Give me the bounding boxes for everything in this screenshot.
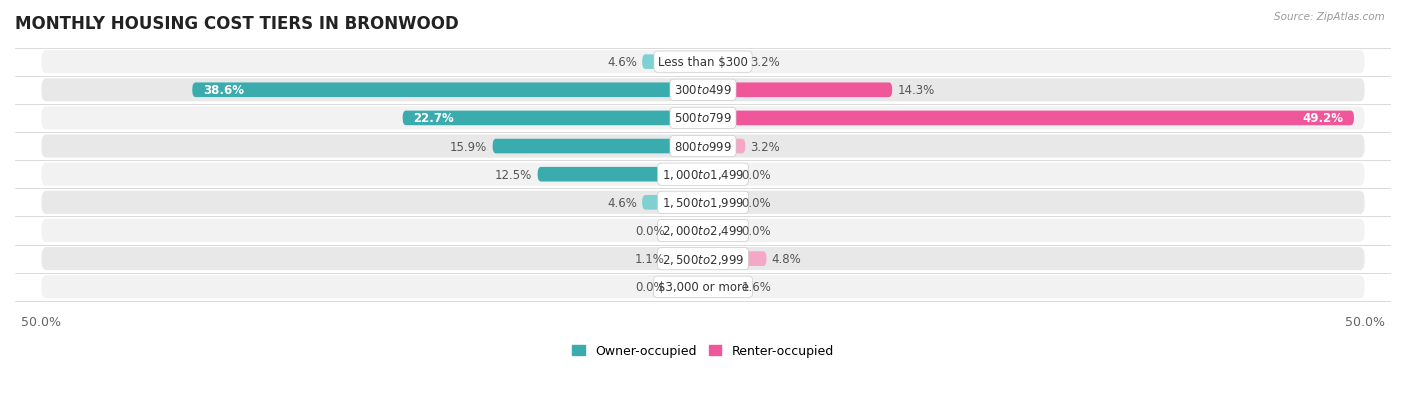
Text: $1,500 to $1,999: $1,500 to $1,999 <box>662 196 744 210</box>
Text: $2,500 to $2,999: $2,500 to $2,999 <box>662 252 744 266</box>
Text: 0.0%: 0.0% <box>741 168 770 181</box>
FancyBboxPatch shape <box>193 83 703 98</box>
Text: 12.5%: 12.5% <box>495 168 533 181</box>
FancyBboxPatch shape <box>703 252 766 266</box>
Text: 14.3%: 14.3% <box>897 84 935 97</box>
Text: 49.2%: 49.2% <box>1302 112 1343 125</box>
Text: 1.6%: 1.6% <box>741 280 772 294</box>
Text: 38.6%: 38.6% <box>202 84 243 97</box>
Text: 3.2%: 3.2% <box>751 140 780 153</box>
FancyBboxPatch shape <box>492 140 703 154</box>
FancyBboxPatch shape <box>41 79 1365 102</box>
Text: $2,000 to $2,499: $2,000 to $2,499 <box>662 224 744 238</box>
Text: 4.6%: 4.6% <box>607 196 637 209</box>
FancyBboxPatch shape <box>703 223 737 238</box>
FancyBboxPatch shape <box>669 280 703 294</box>
Text: 0.0%: 0.0% <box>741 196 770 209</box>
FancyBboxPatch shape <box>703 195 737 210</box>
FancyBboxPatch shape <box>703 55 745 70</box>
Text: MONTHLY HOUSING COST TIERS IN BRONWOOD: MONTHLY HOUSING COST TIERS IN BRONWOOD <box>15 15 458 33</box>
FancyBboxPatch shape <box>41 247 1365 271</box>
FancyBboxPatch shape <box>703 112 1354 126</box>
FancyBboxPatch shape <box>41 219 1365 242</box>
Text: $500 to $799: $500 to $799 <box>673 112 733 125</box>
FancyBboxPatch shape <box>703 140 745 154</box>
Text: 0.0%: 0.0% <box>636 280 665 294</box>
Text: 0.0%: 0.0% <box>741 224 770 237</box>
FancyBboxPatch shape <box>41 135 1365 158</box>
Text: 0.0%: 0.0% <box>636 224 665 237</box>
Text: 1.1%: 1.1% <box>634 252 665 266</box>
Legend: Owner-occupied, Renter-occupied: Owner-occupied, Renter-occupied <box>568 339 838 363</box>
FancyBboxPatch shape <box>41 51 1365 74</box>
Text: Less than $300: Less than $300 <box>658 56 748 69</box>
Text: 4.6%: 4.6% <box>607 56 637 69</box>
FancyBboxPatch shape <box>703 168 737 182</box>
FancyBboxPatch shape <box>402 112 703 126</box>
Text: $1,000 to $1,499: $1,000 to $1,499 <box>662 168 744 182</box>
FancyBboxPatch shape <box>669 223 703 238</box>
Text: $800 to $999: $800 to $999 <box>673 140 733 153</box>
FancyBboxPatch shape <box>41 191 1365 214</box>
Text: $3,000 or more: $3,000 or more <box>658 280 748 294</box>
FancyBboxPatch shape <box>703 83 893 98</box>
Text: 15.9%: 15.9% <box>450 140 488 153</box>
FancyBboxPatch shape <box>41 275 1365 299</box>
FancyBboxPatch shape <box>643 55 703 70</box>
FancyBboxPatch shape <box>537 168 703 182</box>
FancyBboxPatch shape <box>41 163 1365 186</box>
Text: 22.7%: 22.7% <box>413 112 454 125</box>
Text: Source: ZipAtlas.com: Source: ZipAtlas.com <box>1274 12 1385 22</box>
Text: 4.8%: 4.8% <box>772 252 801 266</box>
Text: $300 to $499: $300 to $499 <box>673 84 733 97</box>
FancyBboxPatch shape <box>669 252 703 266</box>
FancyBboxPatch shape <box>703 280 737 294</box>
Text: 3.2%: 3.2% <box>751 56 780 69</box>
FancyBboxPatch shape <box>643 195 703 210</box>
FancyBboxPatch shape <box>41 107 1365 130</box>
